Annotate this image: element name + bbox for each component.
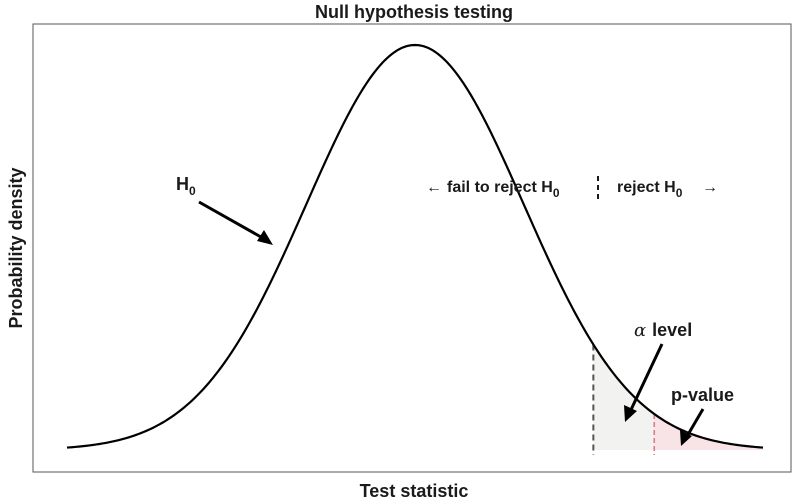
right-arrow-icon: →	[702, 179, 718, 196]
chart-title: Null hypothesis testing	[315, 2, 513, 22]
alpha-arrowhead-icon	[624, 405, 637, 422]
alpha-arrow-icon	[627, 343, 664, 415]
h0-label: H0	[176, 174, 196, 198]
plot-frame	[32, 23, 792, 473]
p-value-arrowhead-icon	[680, 430, 692, 446]
h0-arrow-icon	[198, 200, 269, 243]
p-value-region	[654, 413, 763, 450]
p-value-label: p-value	[671, 385, 734, 405]
reject-label: reject H0	[617, 179, 683, 200]
alpha-region	[593, 344, 655, 450]
left-arrow-icon: ←	[426, 179, 442, 196]
h0-arrowhead-icon	[257, 230, 273, 245]
x-axis-label: Test statistic	[360, 481, 469, 501]
y-axis-label: Probability density	[6, 167, 26, 328]
h0-density-curve	[66, 43, 764, 449]
p-value-arrow-icon	[684, 408, 705, 439]
alpha-label: α level	[634, 320, 692, 341]
fail-to-reject-label: fail to reject H0	[447, 179, 560, 200]
